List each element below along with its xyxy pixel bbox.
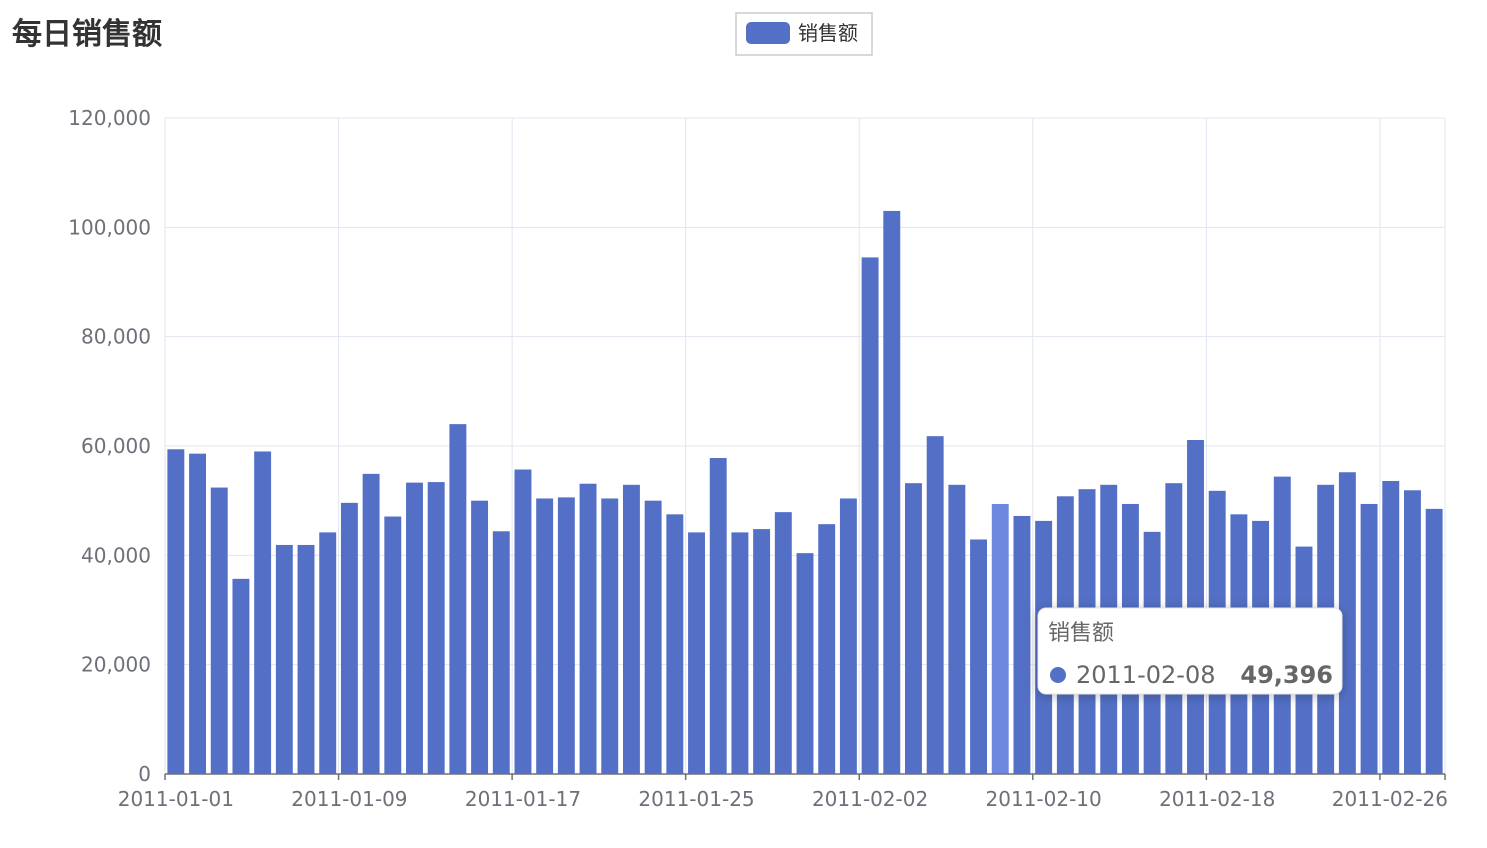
y-tick-label: 80,000 [81,325,151,349]
bar[interactable] [1425,508,1443,774]
bar[interactable] [731,532,749,774]
bar[interactable] [1382,480,1400,774]
bar[interactable] [449,424,467,774]
tooltip-series-name: 销售额 [1048,621,1114,646]
bar[interactable] [189,453,207,774]
bar[interactable] [579,483,597,774]
bar[interactable] [970,539,988,774]
bar[interactable] [167,449,185,774]
tooltip: 销售额 2011-02-08 49,396 [1037,607,1343,695]
y-tick-label: 60,000 [81,434,151,458]
bar[interactable] [514,469,532,774]
tooltip-marker [1050,667,1066,683]
bar[interactable] [688,532,705,774]
bar[interactable] [883,210,901,774]
y-tick-label: 20,000 [81,653,151,677]
bar[interactable] [644,500,662,774]
bar[interactable] [1360,503,1378,774]
bar[interactable] [601,498,619,774]
bar[interactable] [753,529,771,774]
bar[interactable] [557,497,575,774]
bar[interactable] [796,553,814,774]
bar[interactable] [319,532,337,774]
x-tick-label: 2011-02-26 [1332,787,1448,811]
bar[interactable] [406,482,423,774]
chart-title: 每日销售额 [12,17,162,52]
bar[interactable] [471,500,489,774]
x-axis: 2011-01-01 2011-01-09 2011-01-17 2011-01-25… [118,773,1448,811]
bar[interactable] [297,544,315,774]
bar[interactable] [384,516,402,774]
bar[interactable] [905,483,922,774]
y-tick-label: 40,000 [81,543,151,567]
legend-label: 销售额 [798,21,858,45]
x-tick-label: 2011-01-17 [465,787,581,811]
tooltip-category: 2011-02-08 [1076,661,1215,689]
x-tick-label: 2011-02-02 [812,787,928,811]
bar[interactable] [340,502,358,774]
legend-swatch [746,22,790,44]
bar[interactable] [362,473,380,774]
y-tick-label: 120,000 [68,106,151,130]
bar[interactable] [818,524,836,774]
bar[interactable] [1013,515,1031,774]
bar[interactable] [622,484,640,774]
bar[interactable] [492,531,510,774]
bar[interactable] [666,514,684,774]
bar[interactable] [536,498,554,774]
x-tick-label: 2011-01-01 [118,787,234,811]
y-axis-labels: 0 20,000 40,000 60,000 80,000 100,000 120,000 [68,106,151,786]
bar[interactable] [427,482,445,774]
bar[interactable] [839,498,857,774]
x-tick-label: 2011-02-10 [986,787,1102,811]
bar[interactable] [1187,439,1204,774]
bar[interactable] [232,578,250,774]
legend[interactable]: 销售额 [735,12,873,56]
bar[interactable] [948,484,966,774]
bar[interactable] [1338,472,1356,774]
x-tick-label: 2011-01-09 [291,787,407,811]
bar[interactable] [861,257,879,774]
bar[interactable] [210,487,228,774]
tooltip-box [1037,607,1343,695]
x-tick-label: 2011-02-18 [1159,787,1275,811]
bar[interactable] [254,451,272,774]
y-tick-label: 100,000 [68,215,151,239]
bar[interactable] [709,458,727,774]
y-tick-label: 0 [138,762,151,786]
bar[interactable] [275,544,293,774]
bar[interactable] [774,512,792,774]
bar[interactable] [1403,490,1421,774]
x-tick-label: 2011-01-25 [638,787,754,811]
bar[interactable] [991,503,1009,774]
bar[interactable] [926,436,944,774]
tooltip-value: 49,396 [1240,661,1333,689]
bars [167,210,1443,774]
